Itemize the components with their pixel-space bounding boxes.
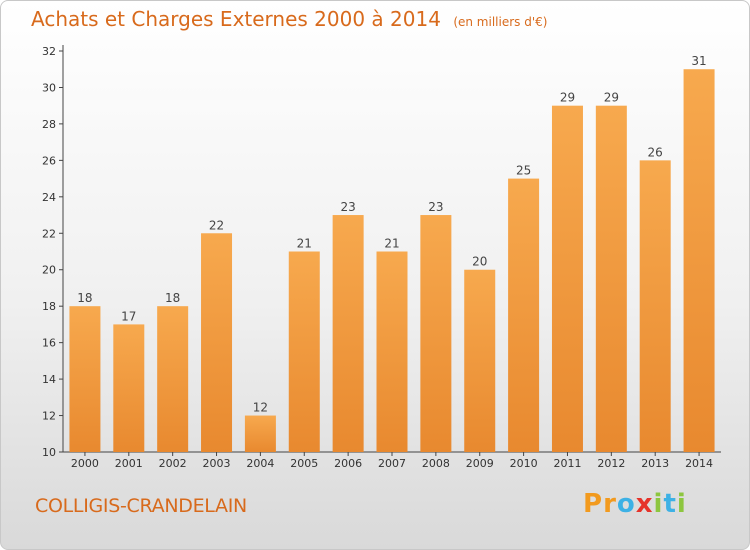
y-tick-label: 14 [42,373,56,386]
bar-2005 [288,251,320,452]
y-tick-label: 16 [42,337,56,350]
axes: 10 12 14 16 18 20 22 24 26 28 30 32 2000 2001 2002 2003… [42,45,721,470]
x-tick-label: 2002 [159,457,187,470]
bar-value-label: 21 [384,237,399,251]
bar-2014 [683,69,715,453]
bar-2013 [639,160,671,452]
y-tick-label: 18 [42,300,56,313]
bar-value-label: 29 [604,91,619,105]
x-tick-label: 2013 [641,457,669,470]
commune-name: COLLIGIS-CRANDELAIN [35,495,247,517]
bar-value-label: 31 [691,54,706,68]
x-tick-label: 2004 [246,457,274,470]
bar-2009 [464,269,496,452]
bar-value-label: 25 [516,164,531,178]
y-tick-label: 32 [42,45,56,58]
y-tick-label: 24 [42,191,56,204]
proxiti-logo[interactable]: Proxiti [583,489,687,519]
logo-letter: t [663,489,677,519]
x-tick-label: 2008 [422,457,450,470]
bar-value-label: 21 [297,237,312,251]
x-tick-label: 2006 [334,457,362,470]
bar-value-label: 17 [121,309,136,323]
bar-value-label: 22 [209,218,224,232]
y-tick-label: 12 [42,410,56,423]
chart-title: Achats et Charges Externes 2000 à 2014 (… [31,7,547,31]
bar-2007 [376,251,408,452]
bar-value-label: 23 [340,200,355,214]
bar-value-label: 18 [77,291,92,305]
y-tick-label: 28 [42,118,56,131]
chart-title-text: Achats et Charges Externes 2000 à 2014 [31,7,441,31]
bar-value-label: 20 [472,255,487,269]
bar-2008 [420,215,452,452]
y-tick-label: 30 [42,81,56,94]
x-tick-label: 2010 [510,457,538,470]
y-tick-label: 22 [42,227,56,240]
logo-letter: r [603,489,617,519]
x-tick-label: 2012 [597,457,625,470]
y-tick-label: 26 [42,154,56,167]
x-tick-label: 2014 [685,457,713,470]
bar-2001 [113,324,145,452]
y-tick-label: 20 [42,264,56,277]
bar-2010 [508,178,540,452]
bar-2004 [244,415,276,452]
bar-2011 [551,105,583,452]
x-tick-label: 2009 [466,457,494,470]
bar-2006 [332,215,364,452]
bar-value-label: 18 [165,291,180,305]
x-tick-label: 2011 [553,457,581,470]
bar-value-label: 12 [253,401,268,415]
bar-value-label: 26 [648,145,663,159]
logo-letter: P [583,489,604,519]
bar-value-label: 23 [428,200,443,214]
logo-letter: o [616,489,636,519]
x-tick-label: 2007 [378,457,406,470]
x-tick-label: 2000 [71,457,99,470]
bar-2002 [157,306,189,452]
x-tick-label: 2005 [290,457,318,470]
x-tick-label: 2001 [115,457,143,470]
logo-letter: i [676,489,687,519]
bar-value-label: 29 [560,91,575,105]
bar-2000 [69,306,101,452]
logo-letter: x [635,489,654,519]
x-tick-label: 2003 [203,457,231,470]
y-tick-label: 10 [42,446,56,459]
bar-2003 [201,233,233,452]
bar-2012 [595,105,627,452]
bars [69,69,715,453]
bar-value-labels: 18 17 18 22 12 21 23 21 23 20 25 29 29 26 31 [77,54,706,414]
chart-subtitle: (en milliers d'€) [453,15,548,29]
logo-letter: i [653,489,664,519]
